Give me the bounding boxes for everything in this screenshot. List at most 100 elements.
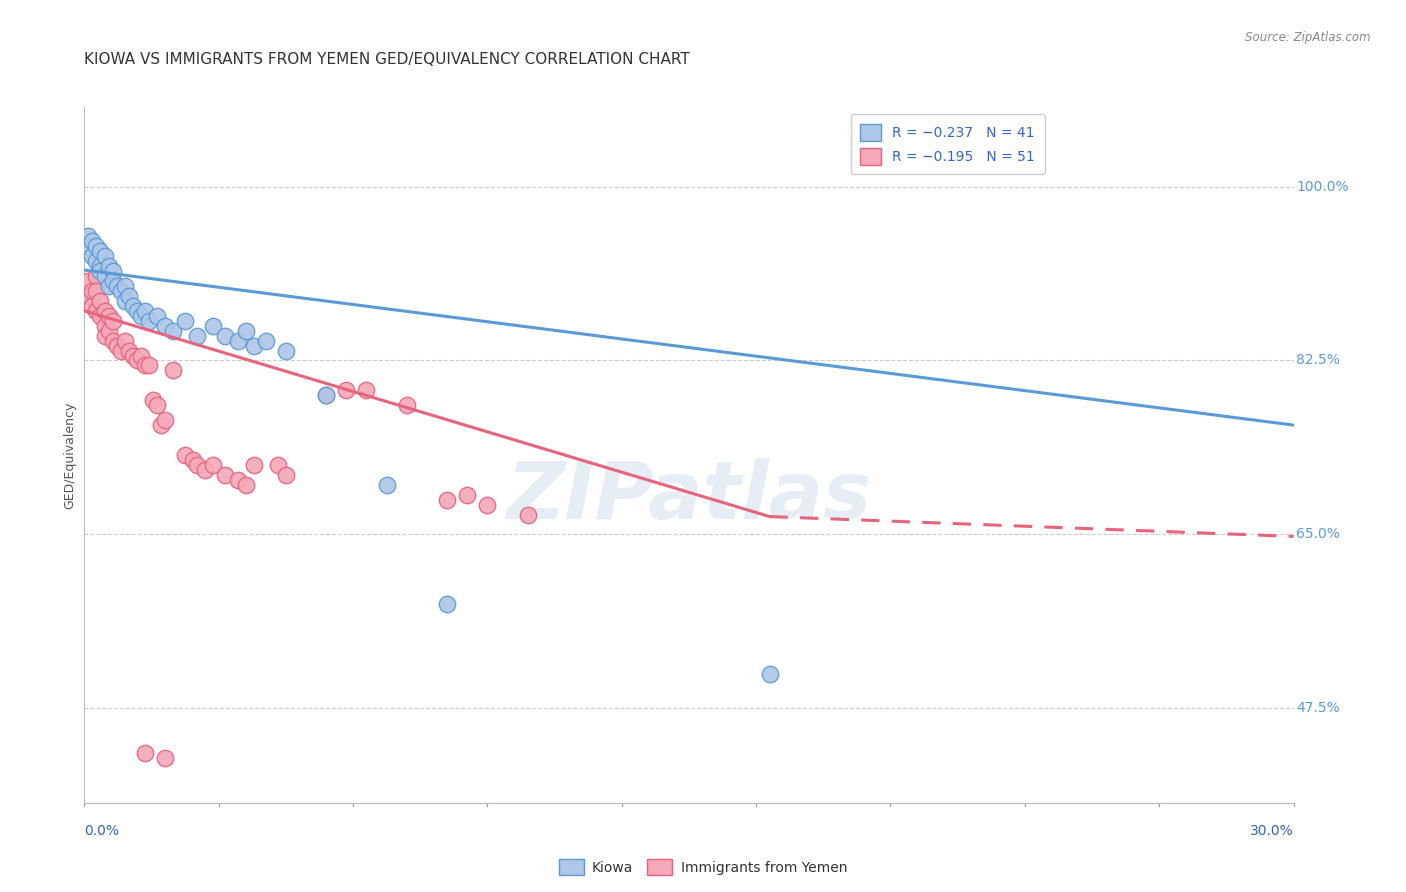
Point	[82, 249, 104, 263]
Point	[97, 259, 120, 273]
Point	[101, 314, 124, 328]
Point	[93, 268, 115, 283]
Text: 100.0%: 100.0%	[1296, 179, 1348, 194]
Point	[125, 303, 148, 318]
Point	[235, 477, 257, 491]
Point	[315, 388, 337, 402]
Point	[97, 279, 120, 293]
Point	[82, 299, 104, 313]
Point	[181, 453, 204, 467]
Point	[274, 343, 297, 358]
Point	[226, 334, 249, 348]
Point	[254, 334, 277, 348]
Point	[93, 318, 115, 333]
Point	[86, 303, 108, 318]
Point	[118, 289, 141, 303]
Point	[86, 254, 108, 268]
Point	[142, 393, 165, 408]
Point	[395, 398, 418, 412]
Point	[162, 324, 184, 338]
Point	[93, 328, 115, 343]
Point	[436, 492, 458, 507]
Point	[134, 359, 156, 373]
Point	[121, 299, 143, 313]
Point	[114, 279, 136, 293]
Point	[129, 349, 152, 363]
Point	[77, 289, 100, 303]
Point	[89, 309, 111, 323]
Point	[153, 318, 176, 333]
Text: 0.0%: 0.0%	[84, 823, 120, 838]
Point	[138, 314, 160, 328]
Text: 47.5%: 47.5%	[1296, 701, 1340, 715]
Point	[89, 264, 111, 278]
Text: ZIPatlas: ZIPatlas	[506, 458, 872, 536]
Point	[110, 284, 132, 298]
Point	[516, 508, 538, 522]
Point	[89, 293, 111, 308]
Point	[146, 309, 169, 323]
Point	[89, 244, 111, 259]
Point	[436, 597, 458, 611]
Point	[356, 384, 378, 398]
Point	[186, 328, 208, 343]
Point	[105, 338, 128, 352]
Point	[186, 458, 208, 472]
Point	[267, 458, 290, 472]
Point	[114, 293, 136, 308]
Point	[149, 418, 172, 433]
Point	[174, 314, 197, 328]
Point	[125, 353, 148, 368]
Legend: R = −0.237   N = 41, R = −0.195   N = 51: R = −0.237 N = 41, R = −0.195 N = 51	[851, 114, 1045, 174]
Point	[89, 259, 111, 273]
Point	[97, 324, 120, 338]
Point	[77, 239, 100, 253]
Point	[214, 328, 236, 343]
Point	[235, 324, 257, 338]
Point	[82, 234, 104, 248]
Point	[114, 334, 136, 348]
Point	[121, 349, 143, 363]
Point	[226, 473, 249, 487]
Point	[77, 229, 100, 244]
Point	[242, 338, 264, 352]
Point	[162, 363, 184, 377]
Point	[335, 384, 357, 398]
Point	[477, 498, 499, 512]
Text: 65.0%: 65.0%	[1296, 527, 1340, 541]
Point	[101, 264, 124, 278]
Point	[86, 268, 108, 283]
Point	[82, 284, 104, 298]
Text: Source: ZipAtlas.com: Source: ZipAtlas.com	[1246, 31, 1371, 45]
Point	[97, 309, 120, 323]
Point	[93, 303, 115, 318]
Point	[274, 467, 297, 482]
Point	[194, 463, 217, 477]
Point	[202, 318, 225, 333]
Point	[174, 448, 197, 462]
Point	[202, 458, 225, 472]
Point	[456, 488, 478, 502]
Point	[153, 751, 176, 765]
Text: 82.5%: 82.5%	[1296, 353, 1340, 368]
Point	[118, 343, 141, 358]
Point	[105, 279, 128, 293]
Point	[315, 388, 337, 402]
Point	[93, 249, 115, 263]
Point	[134, 746, 156, 760]
Point	[242, 458, 264, 472]
Point	[138, 359, 160, 373]
Legend: Kiowa, Immigrants from Yemen: Kiowa, Immigrants from Yemen	[553, 854, 853, 880]
Point	[110, 343, 132, 358]
Point	[77, 274, 100, 288]
Point	[214, 467, 236, 482]
Point	[101, 334, 124, 348]
Point	[375, 477, 398, 491]
Point	[86, 284, 108, 298]
Text: KIOWA VS IMMIGRANTS FROM YEMEN GED/EQUIVALENCY CORRELATION CHART: KIOWA VS IMMIGRANTS FROM YEMEN GED/EQUIV…	[84, 52, 690, 67]
Point	[153, 413, 176, 427]
Y-axis label: GED/Equivalency: GED/Equivalency	[63, 401, 76, 508]
Text: 30.0%: 30.0%	[1250, 823, 1294, 838]
Point	[134, 303, 156, 318]
Point	[129, 309, 152, 323]
